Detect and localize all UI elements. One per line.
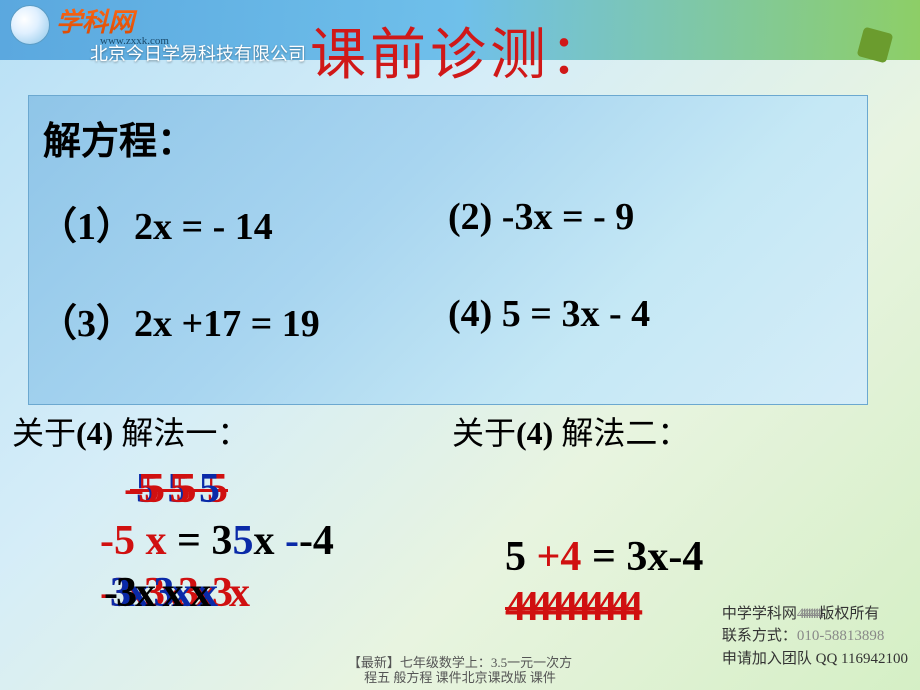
l3-layer-2: -3x x x — [104, 569, 209, 617]
problems-row-2: （3）2x +17 = 19 (4) 5 = 3x - 4 — [39, 292, 857, 347]
contact-l2: 联系方式：010-58813898 — [722, 625, 908, 648]
problem-1: （1）2x = - 14 — [39, 195, 448, 250]
r-a: 5 — [505, 534, 537, 580]
problem-3: （3）2x +17 = 19 — [39, 292, 448, 347]
method-2-label: 关于(4) 解法二： — [452, 408, 892, 454]
r-d: -4 — [668, 534, 703, 580]
m1-paren: (4) — [76, 415, 121, 451]
l2-a: -5 — [100, 518, 135, 564]
contact-l3: 申请加入团队 QQ 116942100 — [722, 648, 908, 671]
problems-row-1: （1）2x = - 14 (2) -3x = - 9 — [39, 195, 857, 250]
l2-g: -4 — [299, 518, 334, 564]
sol-left-line2: -5 x = 35x --4 — [100, 517, 334, 565]
company-name: 北京今日学易科技有限公司 — [90, 40, 306, 66]
contact-l1: 中学学科网444444444版权所有 — [722, 603, 908, 626]
c-l1c: 版权所有 — [819, 606, 879, 622]
m1-post: 解法一： — [121, 415, 249, 451]
c-l2a: 联系方式： — [722, 628, 797, 644]
footer: 【最新】七年级数学上：3.5一元一次方 程五 般方程 课件北京课改版 课件 — [348, 655, 572, 686]
puzzle-icon — [857, 27, 894, 64]
solution-right: 5 +4 = 3x-4 — [505, 533, 703, 581]
logo-text: 学科网 — [56, 2, 169, 39]
c-l1b: 444444444 — [797, 606, 820, 622]
l2-c: = 3 — [177, 518, 232, 564]
content-box: 解方程： （1）2x = - 14 (2) -3x = - 9 （3）2x +1… — [28, 95, 868, 405]
l2-d: 5 — [232, 518, 253, 564]
overlap-fours: 4444444444 — [505, 583, 635, 631]
r-c: = 3x — [581, 534, 668, 580]
m2-paren: (4) — [516, 415, 561, 451]
method-1-label: 关于(4) 解法一： — [12, 408, 452, 454]
l2-f: - — [285, 518, 299, 564]
l2-e: x — [253, 518, 285, 564]
footer-l2: 程五 般方程 课件北京课改版 课件 — [348, 670, 572, 686]
r-b: +4 — [537, 534, 582, 580]
problem-2: (2) -3x = - 9 — [448, 195, 857, 250]
overlap-text: 4444444444 — [505, 584, 635, 630]
mascot-icon — [10, 5, 50, 45]
footer-l1: 【最新】七年级数学上：3.5一元一次方 — [348, 655, 572, 671]
c-l1a: 中学学科网 — [722, 606, 797, 622]
c-l2b: 010-58813898 — [797, 628, 885, 644]
slide: 学科网 www.zxxk.com 北京今日学易科技有限公司 课前诊测： 解方程：… — [0, 0, 920, 690]
problem-label: 解方程： — [43, 110, 857, 165]
problem-4: (4) 5 = 3x - 4 — [448, 292, 857, 347]
side-contact: 中学学科网444444444版权所有 联系方式：010-58813898 申请加… — [722, 603, 908, 671]
m2-post: 解法二： — [561, 415, 689, 451]
l1-layer-2: -5 5 — [124, 465, 191, 513]
m1-pre: 关于 — [12, 415, 76, 451]
m2-pre: 关于 — [452, 415, 516, 451]
methods-row: 关于(4) 解法一： 关于(4) 解法二： — [12, 408, 892, 454]
corner-decoration — [840, 20, 910, 70]
l2-b: x — [135, 518, 177, 564]
slide-title: 课前诊测： — [310, 10, 610, 91]
